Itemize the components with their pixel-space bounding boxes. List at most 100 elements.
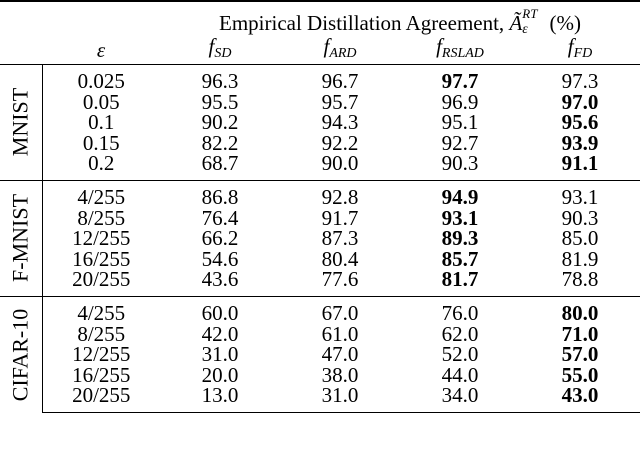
table-row: 20/255 43.6 77.6 81.7 78.8	[0, 269, 640, 296]
value-cell: 20.0	[201, 362, 239, 387]
value-cell: 92.8	[280, 179, 400, 208]
value-cell: 94.3	[321, 110, 359, 135]
value-cell: 85.0	[561, 226, 599, 251]
value-cell: 93.1	[520, 179, 640, 208]
epsilon-cell: 0.025	[77, 69, 125, 93]
column-header-main: f	[208, 33, 215, 58]
epsilon-header: ε	[96, 37, 106, 62]
group-label-cell: MNIST	[0, 65, 43, 181]
value-cell: 67.0	[280, 295, 400, 324]
table-row: 12/255 31.0 47.0 52.0 57.0	[0, 344, 640, 365]
value-cell: 62.0	[441, 321, 479, 346]
value-cell: 47.0	[321, 342, 359, 367]
column-header-sub: ARD	[329, 45, 357, 61]
table-title-row: Empirical Distillation Agreement, Ã RT ε (…	[0, 0, 640, 37]
epsilon-cell: 0.1	[88, 110, 115, 135]
table-row: F-MNIST 4/255 86.8 92.8 94.9 93.1	[0, 179, 640, 297]
value-cell: 97.0	[561, 89, 599, 114]
value-cell: 95.7	[321, 89, 359, 114]
value-cell: 61.0	[321, 321, 359, 346]
column-header-sub: FD	[573, 45, 593, 61]
value-cell: 97.3	[561, 69, 599, 93]
table-row: 0.1 90.2 94.3 95.1 95.6	[0, 112, 640, 133]
table-row: CIFAR-10 4/255 60.0 67.0 76.0 80.0	[0, 295, 640, 413]
value-cell: 92.2	[321, 130, 359, 155]
value-cell: 38.0	[321, 362, 359, 387]
top-rule	[0, 0, 640, 2]
value-cell: 78.8	[561, 267, 599, 292]
value-cell: 42.0	[201, 321, 239, 346]
value-cell: 55.0	[561, 362, 599, 387]
value-cell: 68.7	[201, 151, 239, 176]
value-cell: 96.7	[321, 69, 359, 93]
title-symbol: Ã	[509, 11, 523, 36]
group-label: F-MNIST	[7, 194, 33, 283]
epsilon-cell: 12/255	[72, 226, 131, 251]
value-cell: 96.9	[441, 89, 479, 114]
epsilon-cell: 4/255	[42, 295, 160, 324]
value-cell: 71.0	[561, 321, 599, 346]
column-header-main: f	[436, 33, 442, 58]
value-cell: 90.3	[561, 205, 599, 230]
value-cell: 95.1	[441, 110, 479, 135]
value-cell: 81.7	[441, 267, 479, 292]
epsilon-cell: 16/255	[72, 246, 131, 271]
value-cell: 92.7	[441, 130, 479, 155]
value-cell: 81.9	[561, 246, 599, 271]
value-cell: 31.0	[280, 385, 400, 413]
value-cell: 85.7	[441, 246, 479, 271]
value-cell: 87.3	[321, 226, 359, 251]
value-cell: 95.6	[561, 110, 599, 135]
title-superscript: RT	[522, 6, 538, 22]
value-cell: 96.3	[201, 69, 239, 93]
epsilon-cell: 12/255	[72, 342, 131, 367]
column-header-main: f	[567, 33, 574, 58]
value-cell: 60.0	[160, 295, 280, 324]
value-cell: 90.2	[201, 110, 239, 135]
title-text: Empirical Distillation Agreement,	[219, 11, 510, 36]
table-row: 16/255 20.0 38.0 44.0 55.0	[0, 362, 640, 387]
epsilon-cell: 0.2	[88, 151, 115, 176]
value-cell: 94.9	[400, 179, 520, 208]
title-unit: (%)	[544, 11, 581, 36]
value-cell: 89.3	[441, 226, 479, 251]
table-row: 16/255 54.6 80.4 85.7 81.9	[0, 246, 640, 271]
value-cell: 80.4	[321, 246, 359, 271]
group-label-cell: CIFAR-10	[0, 295, 43, 413]
epsilon-cell: 8/255	[77, 321, 126, 346]
table-row: 0.15 82.2 92.2 92.7 93.9	[0, 130, 640, 155]
table-row: 8/255 42.0 61.0 62.0 71.0	[0, 321, 640, 346]
value-cell: 91.1	[561, 151, 599, 176]
column-header-sub: RSLAD	[441, 45, 484, 61]
column-header-3: fFD	[520, 35, 640, 65]
table-row: 12/255 66.2 87.3 89.3 85.0	[0, 228, 640, 249]
value-cell: 13.0	[160, 385, 280, 413]
value-cell: 43.0	[520, 385, 640, 413]
value-cell: 34.0	[400, 385, 520, 413]
title-subscript: ε	[522, 22, 528, 38]
table-row: 0.2 68.7 90.0 90.3 91.1	[0, 153, 640, 180]
column-header-main: f	[323, 33, 330, 58]
group-label-cell: F-MNIST	[0, 179, 43, 297]
group-label: MNIST	[7, 88, 33, 157]
column-header-2: fRSLAD	[400, 35, 520, 65]
epsilon-cell: 20/255	[42, 385, 160, 413]
value-cell: 95.5	[201, 89, 239, 114]
epsilon-cell: 4/255	[42, 179, 160, 208]
column-header-1: fARD	[280, 35, 400, 65]
value-cell: 93.1	[441, 205, 479, 230]
value-cell: 44.0	[441, 362, 479, 387]
value-cell: 76.4	[201, 205, 239, 230]
table-row: 0.05 95.5 95.7 96.9 97.0	[0, 89, 640, 114]
column-header-row: ε fSD fARD fRSLAD fFD	[0, 35, 640, 65]
distillation-agreement-table: Empirical Distillation Agreement, Ã RT ε (…	[0, 0, 640, 413]
group-label: CIFAR-10	[7, 308, 33, 401]
table-row: MNIST 0.025 96.3 96.7 97.7 97.3	[0, 65, 640, 181]
table-title: Empirical Distillation Agreement, Ã RT ε (…	[160, 0, 640, 37]
column-header-0: fSD	[160, 35, 280, 65]
epsilon-cell: 20/255	[72, 267, 131, 292]
epsilon-cell: 0.05	[82, 89, 120, 114]
title-scripts: RT ε	[522, 6, 544, 37]
value-cell: 54.6	[201, 246, 239, 271]
